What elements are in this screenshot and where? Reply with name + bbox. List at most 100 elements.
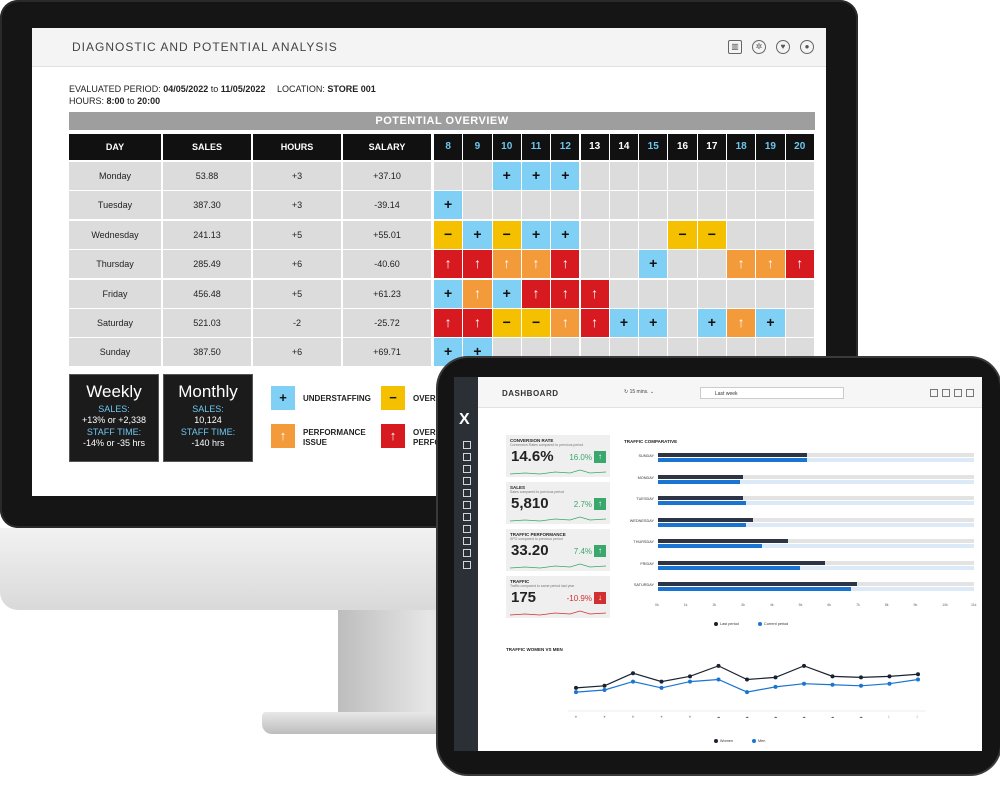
bar-last-period[interactable] (658, 582, 858, 586)
kpi-card[interactable]: CONVERSION RATE Conversion Rates compared… (506, 435, 610, 477)
critical-mark[interactable]: ↑ (463, 309, 492, 337)
performance-mark[interactable]: ↑ (551, 309, 580, 337)
point-women[interactable] (745, 677, 749, 682)
point-women[interactable] (659, 679, 664, 684)
understaffing-mark[interactable]: + (434, 279, 463, 308)
point-men[interactable] (631, 679, 635, 684)
point-men[interactable] (745, 690, 749, 695)
understaffing-mark[interactable]: + (463, 220, 492, 249)
point-men[interactable] (887, 681, 892, 686)
point-men[interactable] (688, 679, 692, 684)
report-icon[interactable]: ▥ (728, 40, 742, 54)
point-men[interactable] (602, 688, 607, 692)
heart-pulse-icon[interactable] (954, 389, 962, 397)
kpi-card[interactable]: TRAFFIC PERFORMANCE SPO compared to previ… (506, 529, 610, 571)
bar-current-period[interactable] (658, 479, 741, 484)
document-icon[interactable] (463, 477, 471, 485)
point-women[interactable] (887, 674, 892, 679)
understaffing-mark[interactable]: + (434, 191, 463, 220)
understaffing-mark[interactable]: + (639, 309, 668, 337)
home-icon[interactable] (463, 441, 471, 449)
document-icon[interactable] (463, 513, 471, 521)
critical-mark[interactable]: ↑ (521, 279, 551, 308)
bar-last-period[interactable] (658, 517, 753, 522)
bar-current-period[interactable] (658, 587, 851, 591)
document-icon[interactable] (463, 549, 471, 557)
period-field[interactable]: Last week (700, 387, 844, 399)
overstaffing-mark[interactable]: − (697, 220, 726, 249)
report-icon[interactable] (930, 389, 938, 397)
critical-mark[interactable]: ↑ (785, 250, 814, 279)
bar-last-period[interactable] (658, 474, 744, 479)
kpi-card[interactable]: TRAFFIC Traffic compared to same period l… (506, 576, 610, 618)
document-icon[interactable] (463, 465, 471, 473)
document-icon[interactable] (463, 501, 471, 509)
understaffing-mark[interactable]: + (609, 309, 639, 337)
document-icon[interactable] (463, 537, 471, 545)
point-men[interactable] (802, 681, 806, 686)
bar-current-period[interactable] (658, 565, 801, 570)
understaffing-mark[interactable]: + (551, 220, 580, 249)
performance-mark[interactable]: ↑ (756, 250, 785, 279)
understaffing-mark[interactable]: + (492, 162, 521, 190)
point-men[interactable] (716, 677, 721, 682)
overstaffing-mark[interactable]: − (492, 309, 521, 337)
refresh-interval[interactable]: ↻ 15 mins. ⌄ (624, 389, 655, 395)
point-men[interactable] (773, 684, 778, 689)
understaffing-mark[interactable]: + (551, 162, 580, 190)
point-men[interactable] (859, 683, 863, 688)
overstaffing-mark[interactable]: − (521, 309, 551, 337)
point-women[interactable] (859, 675, 863, 680)
gear-icon[interactable]: ✲ (752, 40, 766, 54)
bar-last-period[interactable] (658, 453, 807, 457)
overstaffing-mark[interactable]: − (668, 220, 697, 249)
performance-mark[interactable]: ↑ (463, 279, 492, 308)
critical-mark[interactable]: ↑ (463, 250, 492, 279)
point-men[interactable] (574, 690, 578, 695)
point-women[interactable] (631, 671, 635, 676)
performance-mark[interactable]: ↑ (727, 309, 756, 337)
bar-last-period[interactable] (658, 560, 826, 565)
point-men[interactable] (659, 685, 664, 690)
bar-current-period[interactable] (658, 458, 807, 462)
point-women[interactable] (802, 663, 806, 668)
point-women[interactable] (916, 672, 920, 677)
user-icon[interactable] (966, 389, 974, 397)
understaffing-mark[interactable]: + (521, 162, 551, 190)
critical-mark[interactable]: ↑ (551, 250, 580, 279)
user-icon[interactable]: ● (800, 40, 814, 54)
performance-mark[interactable]: ↑ (492, 250, 521, 279)
understaffing-mark[interactable]: + (492, 279, 521, 308)
bar-current-period[interactable] (658, 522, 747, 527)
point-women[interactable] (830, 674, 835, 679)
point-women[interactable] (688, 674, 692, 679)
understaffing-mark[interactable]: + (521, 220, 551, 249)
gear-icon[interactable] (942, 389, 950, 397)
critical-mark[interactable]: ↑ (580, 309, 609, 337)
bar-current-period[interactable] (658, 501, 747, 505)
critical-mark[interactable]: ↑ (580, 279, 609, 308)
point-men[interactable] (916, 677, 920, 682)
point-women[interactable] (716, 663, 721, 668)
overstaffing-mark[interactable]: − (434, 220, 463, 249)
point-women[interactable] (773, 675, 778, 680)
performance-mark[interactable]: ↑ (521, 250, 551, 279)
document-icon[interactable] (463, 453, 471, 461)
bar-last-period[interactable] (658, 539, 788, 543)
understaffing-mark[interactable]: + (697, 309, 726, 337)
overstaffing-mark[interactable]: − (492, 220, 521, 249)
understaffing-mark[interactable]: + (639, 250, 668, 279)
document-icon[interactable] (463, 489, 471, 497)
point-women[interactable] (602, 683, 607, 688)
critical-mark[interactable]: ↑ (551, 279, 580, 308)
heart-pulse-icon[interactable]: ♥ (776, 40, 790, 54)
document-icon[interactable] (463, 525, 471, 533)
kpi-card[interactable]: SALES Sales compared to previous period 5,… (506, 482, 610, 524)
point-men[interactable] (830, 682, 835, 687)
point-women[interactable] (574, 685, 578, 690)
document-icon[interactable] (463, 561, 471, 569)
bar-current-period[interactable] (658, 544, 763, 548)
bar-last-period[interactable] (658, 496, 744, 500)
understaffing-mark[interactable]: + (756, 309, 785, 337)
performance-mark[interactable]: ↑ (727, 250, 756, 279)
